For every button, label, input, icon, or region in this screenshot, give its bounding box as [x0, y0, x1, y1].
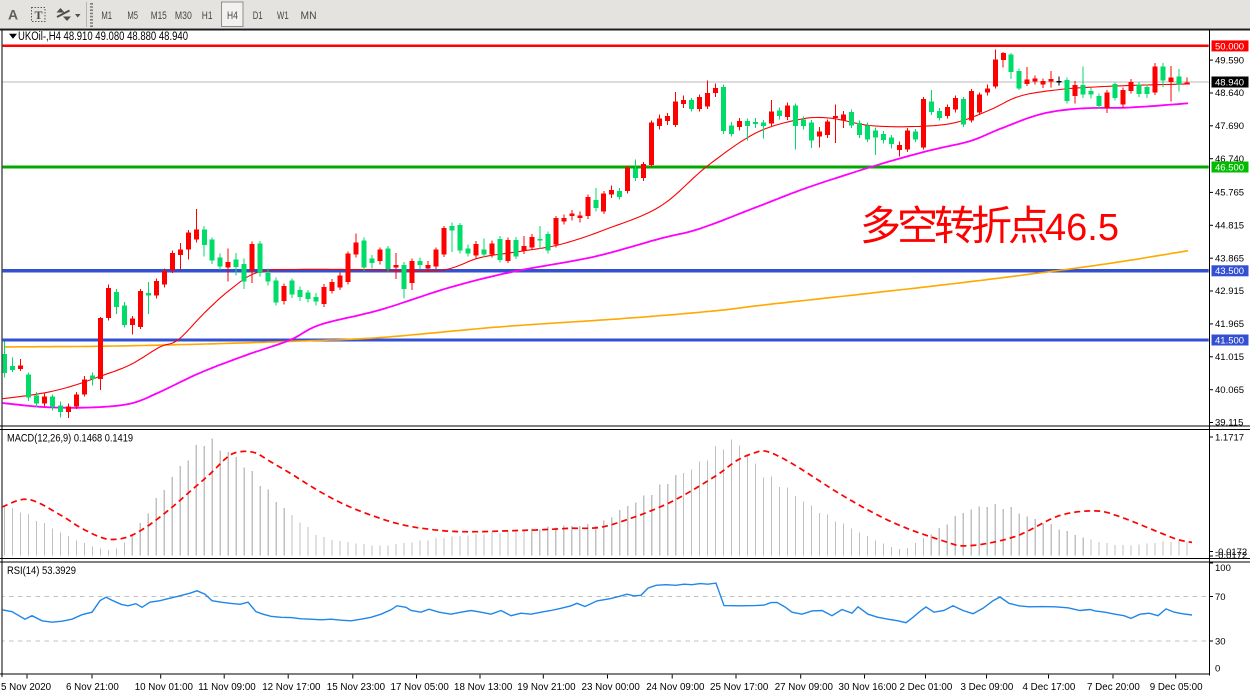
svg-text:70: 70 [1215, 592, 1226, 603]
svg-text:19 Nov 21:00: 19 Nov 21:00 [517, 682, 576, 693]
svg-text:3 Dec 09:00: 3 Dec 09:00 [961, 682, 1014, 693]
svg-text:27 Nov 09:00: 27 Nov 09:00 [775, 682, 834, 693]
svg-text:-0.0172: -0.0172 [1215, 550, 1247, 561]
svg-text:0: 0 [1215, 664, 1220, 675]
svg-text:47.690: 47.690 [1215, 121, 1244, 132]
svg-text:4 Dec 17:00: 4 Dec 17:00 [1023, 682, 1076, 693]
svg-text:48.940: 48.940 [1215, 77, 1244, 88]
svg-text:39.115: 39.115 [1215, 418, 1243, 429]
svg-text:41.500: 41.500 [1215, 335, 1244, 346]
svg-text:M15: M15 [151, 10, 167, 22]
svg-text:45.765: 45.765 [1215, 188, 1244, 199]
svg-text:RSI(14) 53.3929: RSI(14) 53.3929 [7, 565, 76, 577]
svg-text:A: A [8, 7, 18, 23]
svg-text:12 Nov 17:00: 12 Nov 17:00 [262, 682, 321, 693]
svg-text:23 Nov 00:00: 23 Nov 00:00 [582, 682, 641, 693]
svg-text:-0.0172: -0.0172 [1215, 547, 1247, 558]
svg-text:10 Nov 01:00: 10 Nov 01:00 [135, 682, 194, 693]
svg-text:50.000: 50.000 [1215, 41, 1244, 52]
svg-text:2 Dec 01:00: 2 Dec 01:00 [900, 682, 953, 693]
svg-text:24 Nov 09:00: 24 Nov 09:00 [646, 682, 705, 693]
svg-text:30: 30 [1215, 636, 1226, 647]
svg-text:41.965: 41.965 [1215, 319, 1244, 330]
svg-text:48.640: 48.640 [1215, 88, 1244, 99]
svg-text:1.1717: 1.1717 [1215, 433, 1244, 444]
svg-text:11 Nov 09:00: 11 Nov 09:00 [198, 682, 256, 693]
svg-text:5 Nov 2020: 5 Nov 2020 [1, 682, 52, 693]
svg-text:W1: W1 [277, 10, 289, 22]
svg-text:40.065: 40.065 [1215, 385, 1244, 396]
svg-text:D1: D1 [253, 10, 263, 22]
svg-text:44.815: 44.815 [1215, 221, 1244, 232]
svg-text:41.015: 41.015 [1215, 352, 1244, 363]
svg-text:43.500: 43.500 [1215, 266, 1244, 277]
svg-text:46.740: 46.740 [1215, 154, 1244, 165]
svg-text:UKOil-,H4 48.910 49.080 48.88: UKOil-,H4 48.910 49.080 48.880 48.940 [18, 31, 188, 43]
svg-text:18 Nov 13:00: 18 Nov 13:00 [454, 682, 513, 693]
svg-text:46.5: 46.5 [1045, 207, 1119, 249]
svg-text:6 Nov 21:00: 6 Nov 21:00 [66, 682, 119, 693]
svg-text:30 Nov 16:00: 30 Nov 16:00 [839, 682, 898, 693]
svg-text:H4: H4 [227, 10, 238, 22]
svg-text:15 Nov 23:00: 15 Nov 23:00 [327, 682, 386, 693]
svg-text:43.865: 43.865 [1215, 253, 1244, 264]
svg-text:M30: M30 [175, 10, 192, 22]
svg-text:25 Nov 17:00: 25 Nov 17:00 [710, 682, 769, 693]
svg-text:T: T [35, 8, 43, 22]
svg-text:42.915: 42.915 [1215, 286, 1244, 297]
svg-text:M5: M5 [127, 10, 138, 22]
svg-text:9 Dec 05:00: 9 Dec 05:00 [1150, 682, 1203, 693]
svg-text:MN: MN [301, 10, 317, 22]
svg-text:49.590: 49.590 [1215, 55, 1244, 66]
svg-text:46.500: 46.500 [1215, 162, 1244, 173]
svg-text:H1: H1 [202, 10, 213, 22]
svg-text:17 Nov 05:00: 17 Nov 05:00 [391, 682, 450, 693]
svg-text:M1: M1 [101, 10, 112, 22]
svg-text:MACD(12,26,9) 0.1468 0.1419: MACD(12,26,9) 0.1468 0.1419 [7, 433, 133, 445]
svg-text:7 Dec 20:00: 7 Dec 20:00 [1087, 682, 1140, 693]
svg-text:100: 100 [1215, 563, 1231, 574]
